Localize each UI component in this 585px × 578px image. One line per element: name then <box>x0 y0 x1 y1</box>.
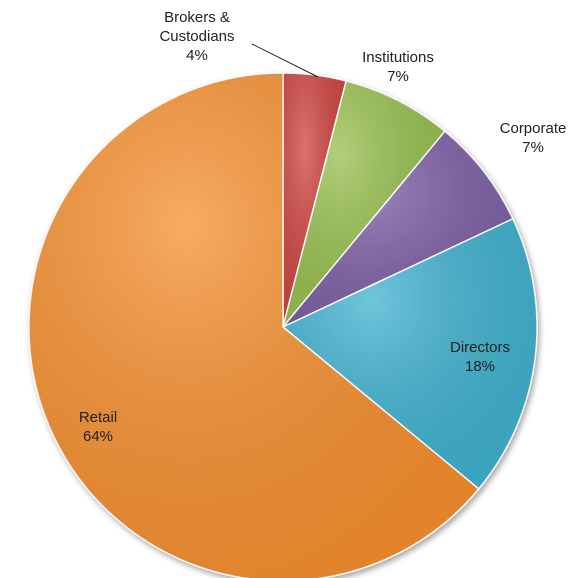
category-label: Corporate <box>499 120 567 137</box>
slice-shading <box>283 80 445 327</box>
leader-line <box>251 43 319 78</box>
category-label: Institutions <box>362 49 434 66</box>
slices <box>28 72 538 578</box>
slice-shading <box>29 73 479 578</box>
value-label: 18% <box>464 358 496 375</box>
value-label: 7% <box>387 68 409 85</box>
category-label: Retail <box>78 409 118 426</box>
slice-shading <box>283 131 513 327</box>
category-label: Directors <box>449 339 510 356</box>
category-label: Brokers & Custodians <box>159 9 235 45</box>
value-label: 7% <box>522 139 544 156</box>
slice-shading <box>283 218 537 489</box>
slice-label: Retail 64% <box>58 408 138 446</box>
slice-label: Institutions 7% <box>338 48 458 86</box>
slice-label: Directors 18% <box>425 338 535 376</box>
slice-label: Corporate 7% <box>478 119 585 157</box>
slice-label: Brokers & Custodians 4% <box>142 8 252 65</box>
value-label: 4% <box>186 47 208 64</box>
value-label: 64% <box>82 428 114 445</box>
